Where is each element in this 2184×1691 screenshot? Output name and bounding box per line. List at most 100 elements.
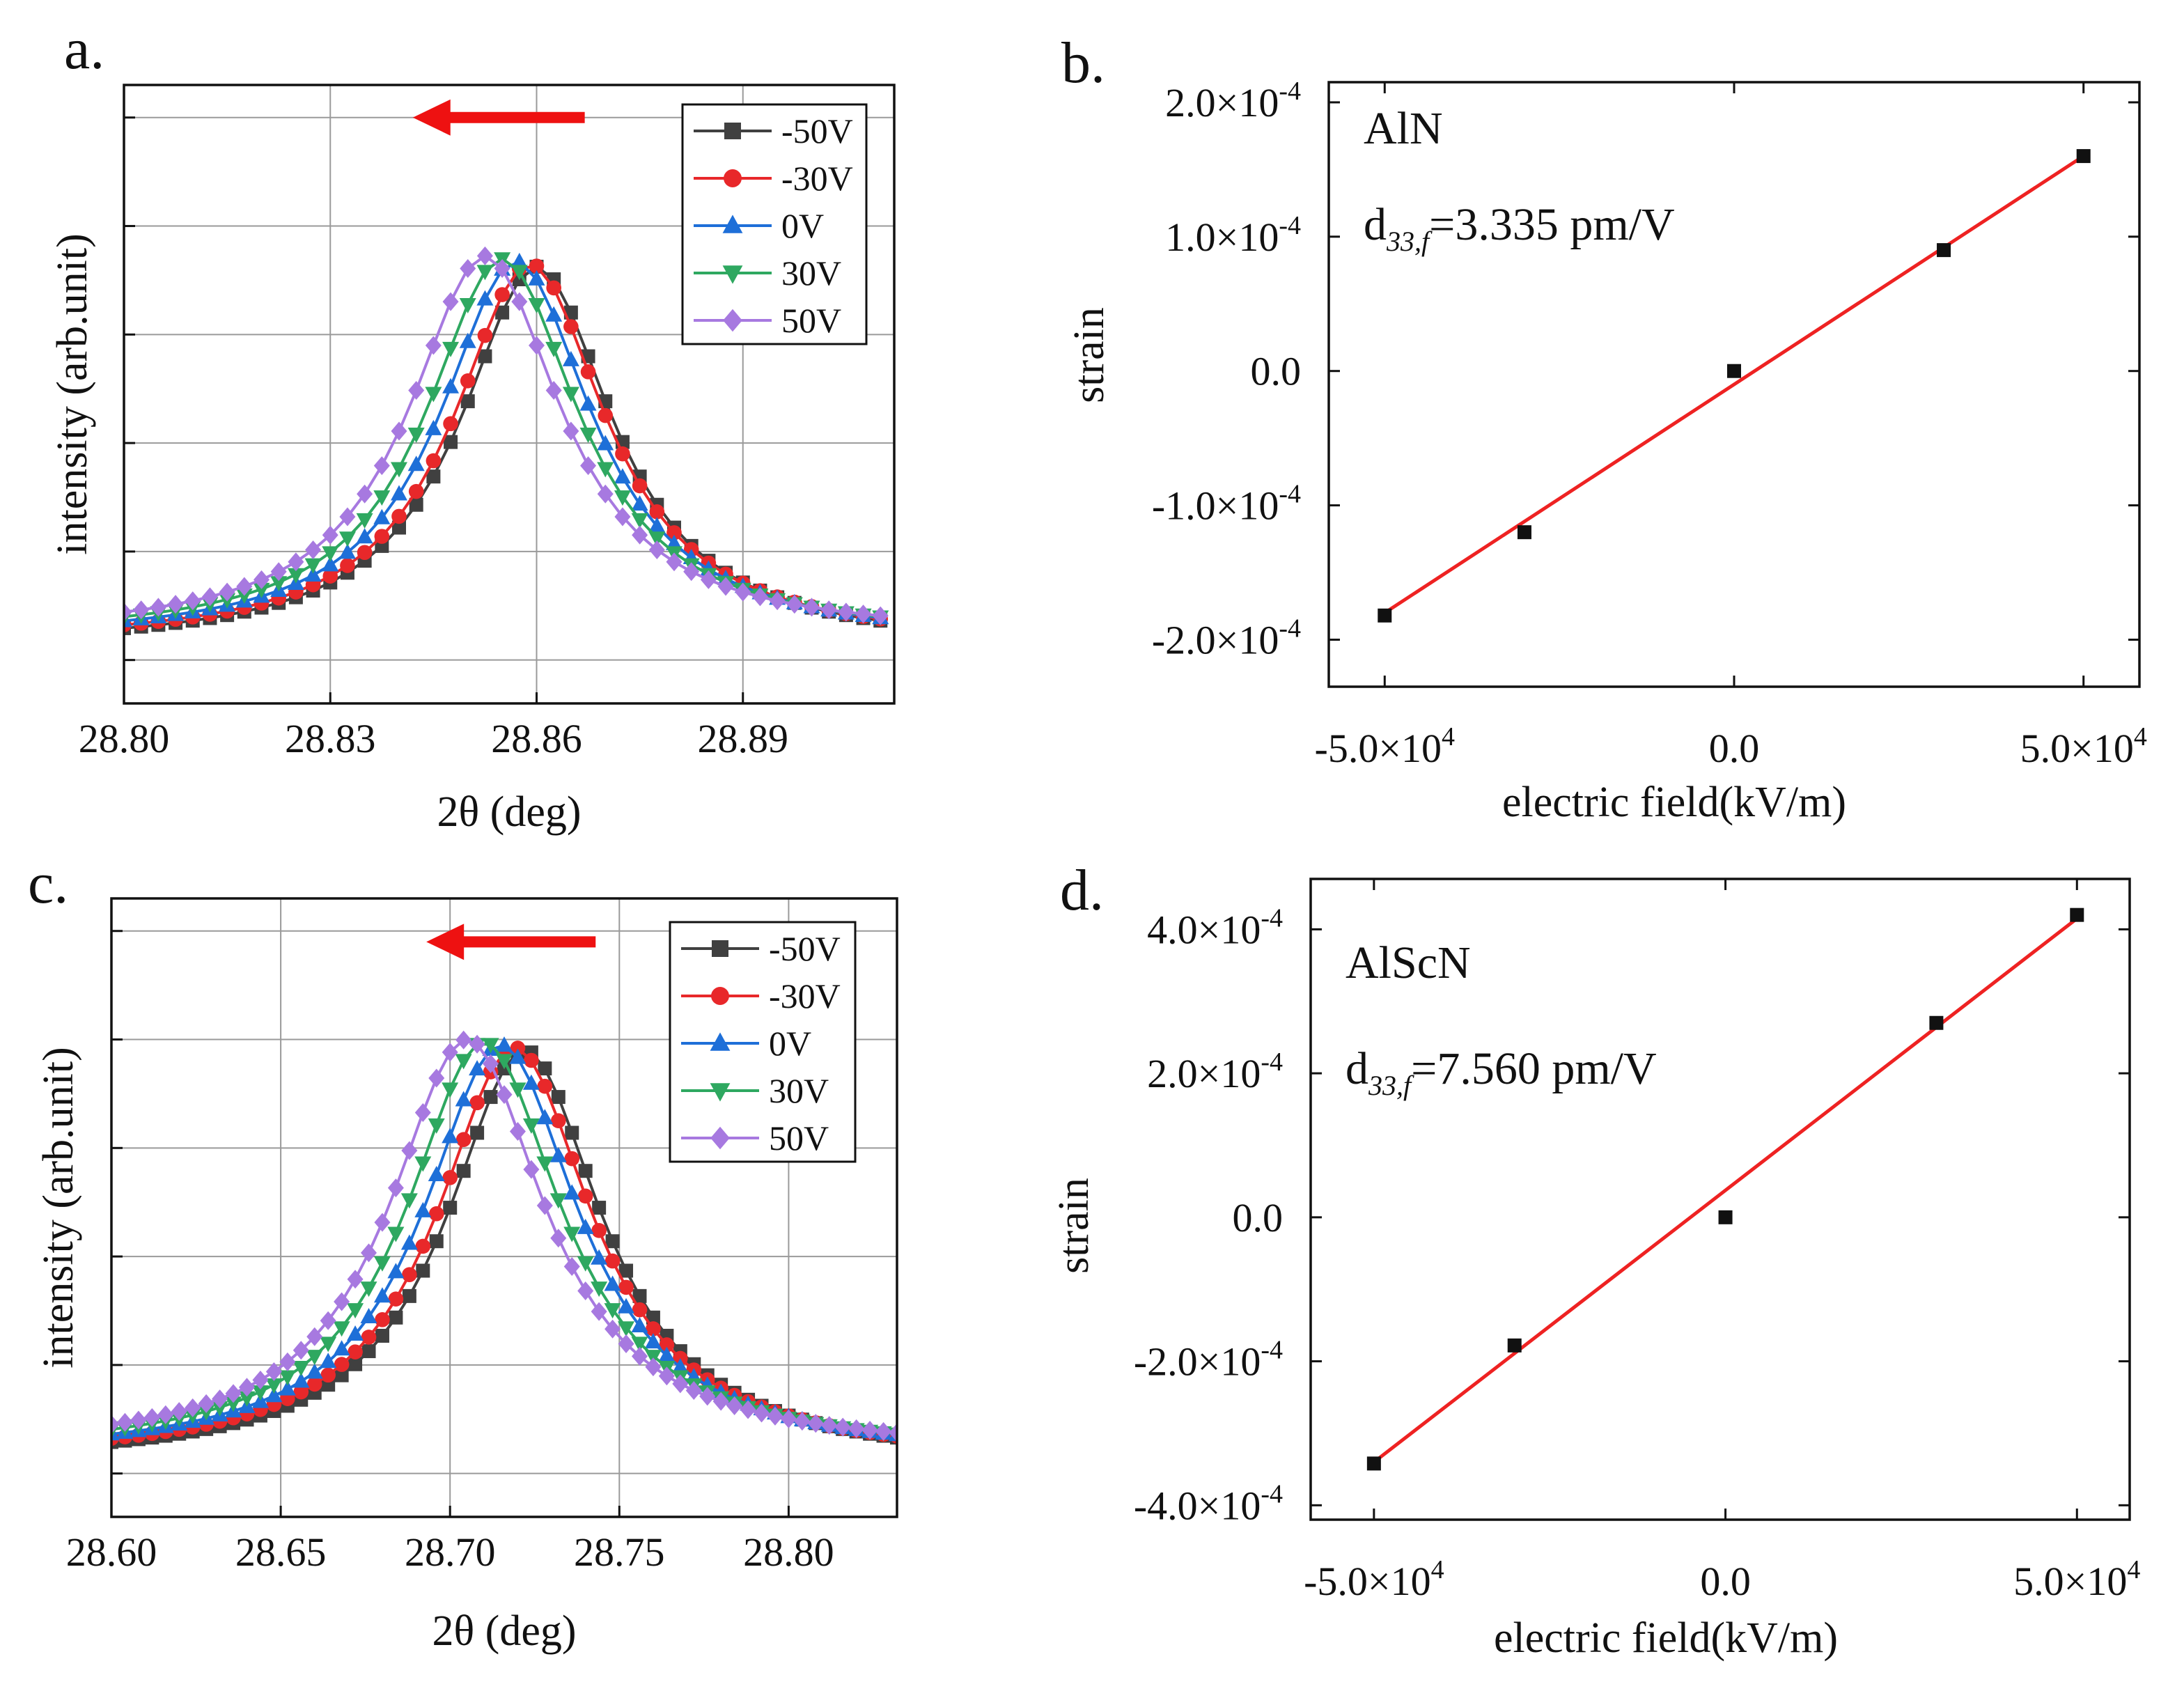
panel-a-series-50V-point-22 bbox=[494, 258, 510, 278]
panel-c-legend-label-30V: 30V bbox=[769, 1071, 829, 1110]
panel-d-y-tick-label-2: 0.0 bbox=[1233, 1195, 1284, 1240]
panel-c-series-30V-point-15 bbox=[306, 1350, 323, 1366]
panel-a-series-0V-point-30 bbox=[631, 495, 648, 511]
panel-c-series-50V-point-8 bbox=[212, 1389, 228, 1409]
panel-a-series--30V-point-28 bbox=[598, 407, 614, 423]
panel-b-y-tick-label-4: 2.0×10-4 bbox=[1165, 77, 1301, 125]
panel-c-axes-frame bbox=[110, 897, 898, 1518]
panel-c-legend-label-0V: 0V bbox=[769, 1024, 811, 1063]
panel-d-data-points bbox=[1366, 907, 2084, 1471]
panel-d-y-tick-label-3: 2.0×10-4 bbox=[1147, 1047, 1283, 1096]
panel-d-y-tick-label-4-exponent: -4 bbox=[1261, 903, 1283, 933]
panel-c-legend-marker-50V bbox=[710, 1126, 730, 1150]
panel-c-x-tick-label-0: 28.60 bbox=[66, 1529, 157, 1575]
panel-c-series-30V-point-11 bbox=[251, 1385, 269, 1401]
panel-b-data-point-3 bbox=[1937, 243, 1951, 258]
panel-c-series-50V-point-21 bbox=[387, 1178, 404, 1198]
panel-c-series--50V-point-19 bbox=[361, 1344, 376, 1359]
panel-c-series-50V-point-7 bbox=[198, 1394, 214, 1413]
panel-c-series-30V-point-35 bbox=[577, 1256, 594, 1272]
panel-a-series-30V-point-28 bbox=[597, 462, 614, 478]
panel-a-series-30V-point-12 bbox=[322, 546, 339, 562]
panel-b-x-tick-label-2-exponent: 4 bbox=[2134, 722, 2147, 751]
panel-a-series-50V-point-41 bbox=[820, 600, 837, 620]
panel-c-series-50V-point-19 bbox=[361, 1243, 377, 1263]
panel-c-series--50V-point-28 bbox=[483, 1090, 498, 1105]
panel-a-series--50V-point-18 bbox=[426, 469, 441, 484]
panel-c-curves bbox=[111, 1030, 897, 1449]
panel-a-series-30V-point-26 bbox=[562, 387, 579, 403]
panel-c-series-50V-point-39 bbox=[631, 1346, 648, 1366]
panel-a-series-50V bbox=[124, 246, 889, 625]
panel-d-ticks bbox=[1311, 879, 2130, 1520]
panel-a-x-tick-label-3: 28.89 bbox=[698, 716, 789, 761]
panel-a-series-0V-point-23 bbox=[510, 252, 528, 268]
panel-c-series-30V-point-24 bbox=[428, 1118, 445, 1134]
panel-c-series--30V-point-32 bbox=[537, 1078, 553, 1094]
panel-c-series--30V-point-20 bbox=[375, 1312, 390, 1327]
panel-c-series--30V-point-33 bbox=[550, 1113, 566, 1128]
panel-a-series-0V-point-31 bbox=[648, 517, 666, 533]
panel-a-series-30V-point-24 bbox=[528, 298, 545, 314]
panel-a-series--30V-point-32 bbox=[666, 525, 682, 540]
panel-d-y-tick-label-2-base: 0.0 bbox=[1233, 1195, 1284, 1240]
panel-c-series--50V-point-39 bbox=[632, 1288, 647, 1303]
panel-c-series--30V-point-21 bbox=[388, 1291, 404, 1307]
panel-a-series-50V-point-40 bbox=[804, 598, 820, 617]
panel-c-series-50V-point-28 bbox=[483, 1054, 499, 1073]
panel-d-d33-annotation: d33,f=7.560 pm/V bbox=[1346, 1043, 1657, 1101]
panel-c-series-0V-point-31 bbox=[522, 1074, 540, 1090]
panel-c-series-50V-point-33 bbox=[550, 1229, 567, 1248]
panel-c-series--50V-point-17 bbox=[334, 1368, 349, 1382]
panel-c-series-30V-point-25 bbox=[442, 1082, 459, 1098]
panel-a-series-30V-point-9 bbox=[270, 576, 288, 592]
panel-label-c: c. bbox=[28, 851, 68, 916]
panel-c-series-30V-point-14 bbox=[292, 1360, 310, 1376]
panel-a-x-tick-label-0: 28.80 bbox=[79, 716, 170, 761]
panel-a-series-30V-point-16 bbox=[391, 462, 407, 478]
panel-c-series-30V-point-36 bbox=[591, 1281, 608, 1298]
panel-c-series-30V-point-28 bbox=[482, 1038, 499, 1054]
panel-a-series--30V-point-26 bbox=[563, 319, 579, 334]
panel-a-series-0V-point-13 bbox=[338, 543, 356, 559]
panel-a-legend-label--30V: -30V bbox=[781, 159, 853, 198]
panel-a-axes-frame bbox=[123, 84, 896, 705]
panel-d-y-tick-label-3-exponent: -4 bbox=[1261, 1047, 1283, 1077]
panel-c-series-50V-point-31 bbox=[523, 1160, 540, 1179]
panel-a-series-50V-point-12 bbox=[322, 525, 338, 545]
panel-c-series--30V-point-41 bbox=[659, 1337, 675, 1353]
panel-b-fit-segment bbox=[1383, 154, 2085, 615]
panel-c-legend-marker-0V bbox=[710, 1032, 731, 1051]
panel-a-x-tick-labels: 28.80 28.83 28.86 28.89 bbox=[79, 716, 788, 761]
panel-c-series--30V-point-17 bbox=[334, 1357, 350, 1372]
panel-b-x-tick-label-2: 5.0×104 bbox=[2020, 722, 2147, 771]
panel-c-series--30V-point-30 bbox=[510, 1041, 526, 1056]
panel-b-ticks bbox=[1329, 82, 2139, 687]
panel-c-series-0V-point-34 bbox=[563, 1184, 581, 1200]
panel-c-series-50V-point-52 bbox=[807, 1414, 824, 1433]
panel-b-x-tick-label-0-base: -5.0×10 bbox=[1315, 726, 1442, 771]
panel-a-series-50V-point-33 bbox=[683, 562, 700, 582]
panel-c-series--30V-point-26 bbox=[455, 1132, 471, 1148]
panel-a-x-axis-title: 2θ (deg) bbox=[437, 788, 581, 836]
panel-c-series-0V-point-24 bbox=[428, 1165, 445, 1181]
panel-a-series--50V-point-21 bbox=[478, 349, 492, 364]
panel-a-series-0V-point-19 bbox=[442, 377, 460, 393]
panel-b-data-point-2 bbox=[1727, 364, 1741, 378]
panel-a-series--30V-point-29 bbox=[615, 446, 630, 462]
panel-a-series-50V-point-43 bbox=[855, 605, 872, 624]
panel-c-series-50V-point-50 bbox=[780, 1409, 797, 1428]
panel-a-legend-marker--50V bbox=[724, 123, 741, 139]
panel-c-series--30V-point-25 bbox=[442, 1170, 458, 1185]
panel-c-series-0V-point-36 bbox=[591, 1249, 608, 1265]
panel-a-series-50V-point-36 bbox=[735, 582, 751, 602]
panel-c-series-50V-point-58 bbox=[889, 1423, 897, 1442]
panel-a-series-50V-point-14 bbox=[357, 484, 373, 504]
panel-a-series-30V-point-23 bbox=[510, 265, 528, 281]
panel-d-data-point-3 bbox=[1929, 1015, 1944, 1030]
panel-c-series-0V-point-42 bbox=[671, 1358, 689, 1374]
panel-c-series--50V-point-25 bbox=[443, 1201, 458, 1215]
panel-a-series-50V-point-35 bbox=[717, 577, 734, 596]
panel-c-series--50V-point-37 bbox=[605, 1234, 620, 1249]
